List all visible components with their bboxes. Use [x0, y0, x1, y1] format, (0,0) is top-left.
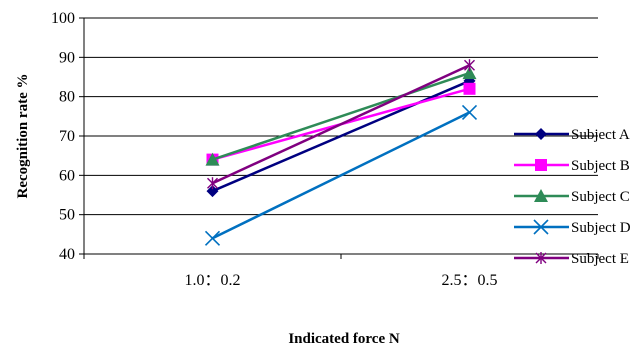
data-point-subject-c	[205, 152, 220, 166]
y-tick-label: 40	[59, 246, 75, 263]
legend-label: Subject E	[571, 251, 629, 267]
legend-item-subject-b: Subject B	[514, 158, 630, 174]
legend-item-subject-a: Subject A	[514, 127, 630, 143]
series-line-subject-e	[211, 64, 471, 185]
legend-marker	[535, 252, 547, 264]
data-point-subject-a	[206, 185, 219, 198]
data-point-subject-c	[462, 66, 477, 80]
data-point-subject-d	[461, 104, 478, 120]
series-line-subject-d	[211, 111, 471, 240]
legend-item-subject-c: Subject C	[514, 189, 630, 205]
legend-label: Subject A	[571, 127, 630, 143]
y-tick-label: 100	[51, 10, 75, 27]
legend-marker	[533, 219, 549, 235]
legend-item-subject-e: Subject E	[514, 251, 629, 267]
legend-item-subject-d: Subject D	[514, 219, 631, 236]
legend-label: Subject C	[571, 189, 630, 205]
legend-marker	[535, 159, 547, 171]
y-tick-label: 80	[59, 89, 75, 106]
y-tick-label: 60	[59, 167, 75, 184]
x-axis-title: Indicated force N	[288, 331, 400, 347]
data-point-subject-e	[207, 177, 218, 190]
y-axis-title: Recognition rate %	[15, 74, 31, 199]
x-tick-label: 1.0：0.2	[184, 272, 240, 289]
data-point-subject-d	[204, 230, 221, 246]
legend-label: Subject D	[571, 220, 631, 236]
legend-marker	[535, 128, 547, 140]
x-tick-label: 2.5：0.5	[441, 272, 497, 289]
data-point-subject-e	[464, 59, 475, 72]
series-lines	[204, 59, 478, 246]
data-point-subject-b	[463, 82, 476, 95]
series-line-subject-c	[212, 71, 470, 161]
y-tick-labels: 40 50 60 70 80 90 100	[51, 10, 75, 263]
x-tick-labels: 1.0：0.2 2.5：0.5	[184, 272, 497, 289]
y-tick-label: 50	[59, 207, 75, 224]
axes	[79, 17, 599, 259]
y-tick-label: 70	[59, 128, 75, 145]
legend-marker	[534, 189, 548, 202]
legend-label: Subject B	[571, 158, 630, 174]
legend: Subject A Subject B Subject C Subject D Subj…	[514, 127, 631, 267]
y-tick-label: 90	[59, 49, 75, 66]
series-line-subject-a	[212, 79, 470, 193]
